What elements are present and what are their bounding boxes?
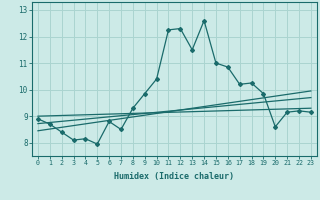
X-axis label: Humidex (Indice chaleur): Humidex (Indice chaleur) [115, 172, 234, 181]
